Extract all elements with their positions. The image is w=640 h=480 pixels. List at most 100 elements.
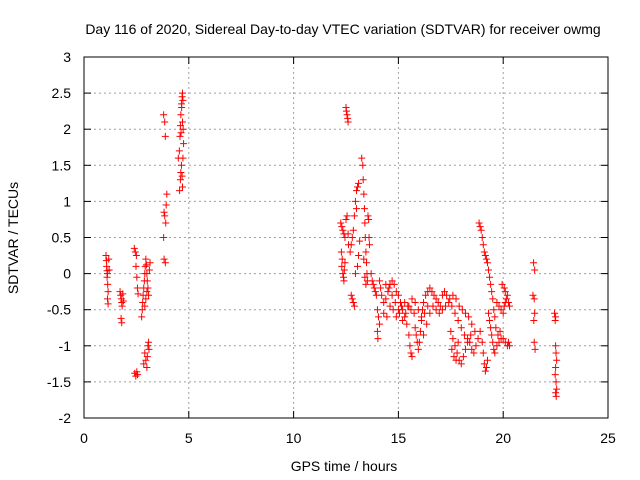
- data-point-plus: [553, 385, 561, 393]
- data-point-plus: [339, 270, 347, 278]
- data-point-plus: [476, 327, 484, 335]
- data-point-plus: [361, 273, 369, 281]
- data-point-plus: [442, 302, 450, 310]
- data-point-plus: [338, 223, 346, 231]
- data-point-plus: [480, 248, 488, 256]
- data-point-plus: [434, 298, 442, 306]
- data-point-plus: [551, 309, 559, 317]
- data-point-plus: [448, 345, 456, 353]
- data-point-plus: [341, 259, 349, 267]
- data-point-plus: [432, 295, 440, 303]
- x-tick-label: 25: [600, 430, 616, 446]
- data-point-plus: [144, 342, 152, 350]
- data-point-plus: [386, 302, 394, 310]
- data-point-plus: [105, 255, 113, 263]
- data-point-plus: [146, 259, 154, 267]
- data-point-plus: [368, 277, 376, 285]
- data-point-plus: [365, 234, 373, 241]
- data-point-plus: [118, 302, 126, 310]
- data-point-plus: [142, 261, 150, 269]
- data-point-plus: [530, 338, 538, 346]
- data-point-plus: [160, 234, 168, 241]
- data-point-plus: [179, 154, 187, 162]
- data-point-plus: [411, 298, 419, 306]
- data-point-plus: [349, 226, 357, 234]
- data-point-plus: [481, 367, 489, 375]
- y-axis-label: SDTVAR / TECUs: [5, 182, 21, 294]
- data-point-plus: [382, 280, 390, 288]
- data-point-plus: [361, 219, 369, 227]
- data-point-plus: [388, 291, 396, 299]
- data-point-plus: [481, 252, 489, 260]
- data-point-plus: [104, 288, 112, 296]
- data-point-plus: [417, 317, 425, 325]
- data-point-plus: [178, 172, 186, 180]
- data-point-plus: [408, 353, 416, 361]
- data-point-plus: [495, 338, 503, 346]
- data-point-plus: [477, 226, 485, 234]
- data-point-plus: [352, 187, 360, 195]
- data-point-plus: [142, 295, 150, 303]
- data-point-plus: [160, 111, 168, 119]
- data-point-plus: [160, 208, 168, 216]
- data-point-plus: [348, 295, 356, 303]
- data-point-plus: [483, 259, 491, 267]
- data-point-plus: [105, 266, 113, 274]
- data-point-plus: [179, 183, 187, 191]
- data-point-plus: [340, 266, 348, 274]
- data-point-plus: [130, 244, 138, 252]
- data-point-plus: [364, 212, 372, 220]
- data-point-plus: [399, 317, 407, 325]
- data-point-plus: [552, 392, 560, 400]
- data-point-plus: [367, 270, 375, 278]
- data-point-plus: [404, 302, 412, 310]
- x-tick-label: 10: [286, 430, 302, 446]
- data-point-plus: [176, 132, 184, 140]
- data-point-plus: [426, 284, 434, 292]
- data-point-plus: [380, 309, 388, 317]
- data-point-plus: [531, 345, 539, 353]
- data-point-plus: [552, 349, 560, 357]
- data-point-plus: [355, 252, 363, 260]
- data-point-plus: [362, 280, 370, 288]
- data-point-plus: [479, 349, 487, 357]
- x-tick-label: 5: [185, 430, 193, 446]
- data-point-plus: [476, 223, 484, 231]
- data-point-plus: [493, 298, 501, 306]
- data-point-plus: [451, 309, 459, 317]
- data-point-plus: [177, 169, 185, 177]
- y-tick-label: 2: [63, 121, 71, 137]
- data-point-plus: [552, 389, 560, 397]
- data-point-plus: [356, 237, 364, 245]
- data-point-plus: [350, 212, 358, 220]
- data-point-plus: [178, 104, 186, 112]
- data-point-plus: [349, 298, 357, 306]
- data-point-plus: [104, 280, 112, 288]
- data-point-plus: [347, 241, 355, 249]
- data-point-plus: [497, 306, 505, 314]
- data-point-plus: [337, 219, 345, 227]
- data-point-plus: [141, 349, 149, 357]
- data-point-plus: [343, 212, 351, 220]
- data-point-plus: [371, 288, 379, 296]
- data-point-plus: [478, 338, 486, 346]
- data-point-plus: [496, 327, 504, 335]
- data-point-plus: [373, 327, 381, 335]
- data-point-plus: [118, 319, 126, 327]
- y-tick-label: 1: [63, 193, 71, 209]
- data-point-plus: [530, 259, 538, 267]
- data-point-plus: [490, 345, 498, 353]
- data-point-plus: [499, 335, 507, 343]
- data-point-plus: [342, 215, 350, 223]
- data-point-plus: [461, 345, 469, 353]
- data-point-plus: [447, 327, 455, 335]
- data-point-plus: [358, 154, 366, 162]
- data-point-plus: [145, 291, 153, 299]
- data-point-plus: [407, 349, 415, 357]
- data-point-plus: [487, 324, 495, 332]
- data-point-plus: [104, 300, 112, 308]
- data-point-plus: [552, 342, 560, 350]
- data-point-plus: [491, 313, 499, 321]
